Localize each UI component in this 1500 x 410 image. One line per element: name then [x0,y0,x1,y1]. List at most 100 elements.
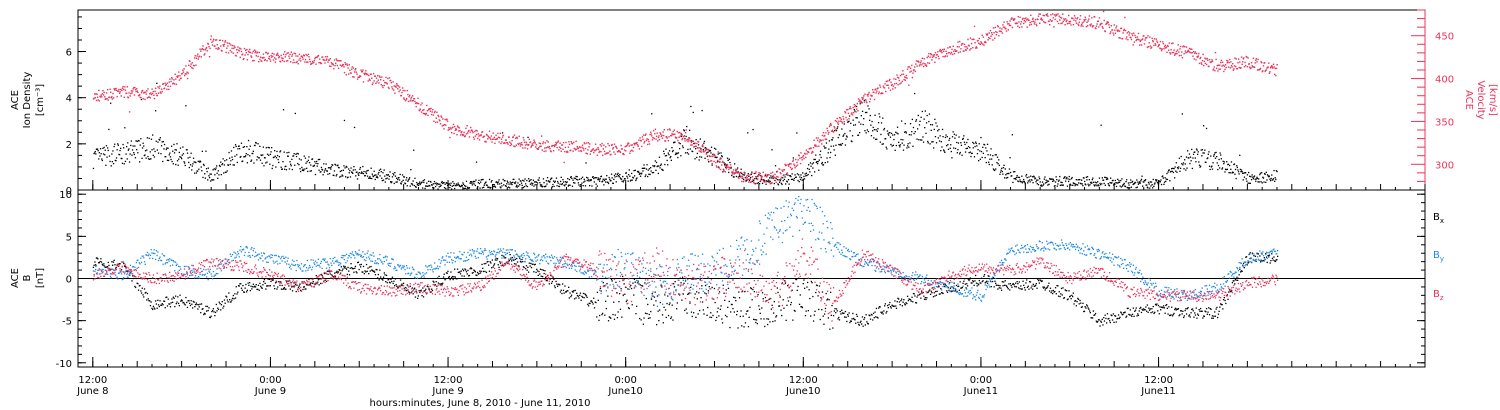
bx-point [509,254,511,256]
bx-point [521,258,523,261]
velocity-point [683,135,686,137]
velocity-point [1089,25,1092,27]
velocity-point [831,130,833,132]
velocity-point [945,50,947,52]
density-point [1085,176,1087,178]
velocity-point [392,81,394,83]
density-point [515,186,517,188]
density-point [211,179,214,181]
density-point [443,187,446,189]
velocity-point [1096,23,1098,25]
velocity-point [158,87,160,89]
density-point [966,141,968,144]
velocity-point [99,96,102,98]
velocity-point [290,51,292,53]
density-point [799,176,801,178]
density-point [817,160,819,163]
density-point [675,152,677,154]
bx-point [635,313,637,315]
velocity-point [971,38,973,41]
density-point [932,141,934,143]
density-point [1138,182,1140,184]
bx-point [380,278,382,280]
density-point [553,185,555,188]
density-point [1236,165,1238,167]
density-point [1095,184,1097,186]
velocity-point [826,127,828,130]
velocity-point [522,147,524,149]
density-point [606,175,608,177]
density-point [753,172,755,175]
density-point [872,126,874,129]
density-point [1074,184,1076,187]
density-point [952,131,954,133]
velocity-point [1069,22,1071,24]
density-point [846,136,848,138]
bx-point [234,297,237,299]
density-point [729,161,731,164]
velocity-point [530,145,533,147]
bx-point [436,285,438,287]
velocity-point [958,46,960,48]
density-point [1269,180,1272,182]
velocity-point [825,138,828,140]
density-point [469,182,471,184]
velocity-point [336,64,339,67]
density-point [800,177,803,179]
velocity-point [804,153,806,155]
velocity-point [401,87,404,89]
density-point [171,160,173,163]
density-point [147,158,150,160]
bx-point [337,271,340,273]
density-point [282,109,285,111]
velocity-point [271,56,273,58]
bx-point [505,261,508,263]
velocity-point [561,144,564,146]
velocity-point [368,78,371,80]
density-point [871,120,873,123]
density-point [917,114,919,117]
velocity-point [195,57,198,59]
density-point [665,148,667,150]
bx-point [626,299,628,301]
bx-point [160,304,163,306]
density-point [861,110,864,112]
density-point [227,164,230,166]
velocity-point [641,136,644,138]
bx-point [201,308,203,310]
bx-point [217,308,220,310]
velocity-point [239,47,241,49]
bx-point [684,280,687,282]
density-point [533,181,536,183]
density-point [876,138,878,140]
velocity-point [1052,13,1054,15]
velocity-point [162,83,165,85]
velocity-point [1188,47,1191,50]
density-point [1194,151,1196,153]
bx-point [460,270,462,272]
density-point [412,180,414,182]
density-point [486,184,488,186]
density-point [975,142,977,145]
velocity-point [147,88,149,90]
bx-point [642,323,644,325]
velocity-point [1222,64,1224,66]
velocity-point [1085,18,1087,20]
velocity-point [845,109,848,111]
density-point [966,147,968,149]
velocity-point [1098,17,1101,19]
bx-point [351,268,354,270]
velocity-point [1091,17,1093,19]
velocity-point [640,140,642,142]
velocity-point [703,151,705,153]
velocity-point [963,43,966,46]
velocity-point [793,163,795,165]
bx-point [598,319,600,321]
bx-point [687,293,690,295]
velocity-point [855,111,857,113]
velocity-point [1273,66,1275,68]
density-point [740,168,742,170]
velocity-point [922,65,925,68]
density-point [448,183,450,185]
density-point [567,178,569,180]
